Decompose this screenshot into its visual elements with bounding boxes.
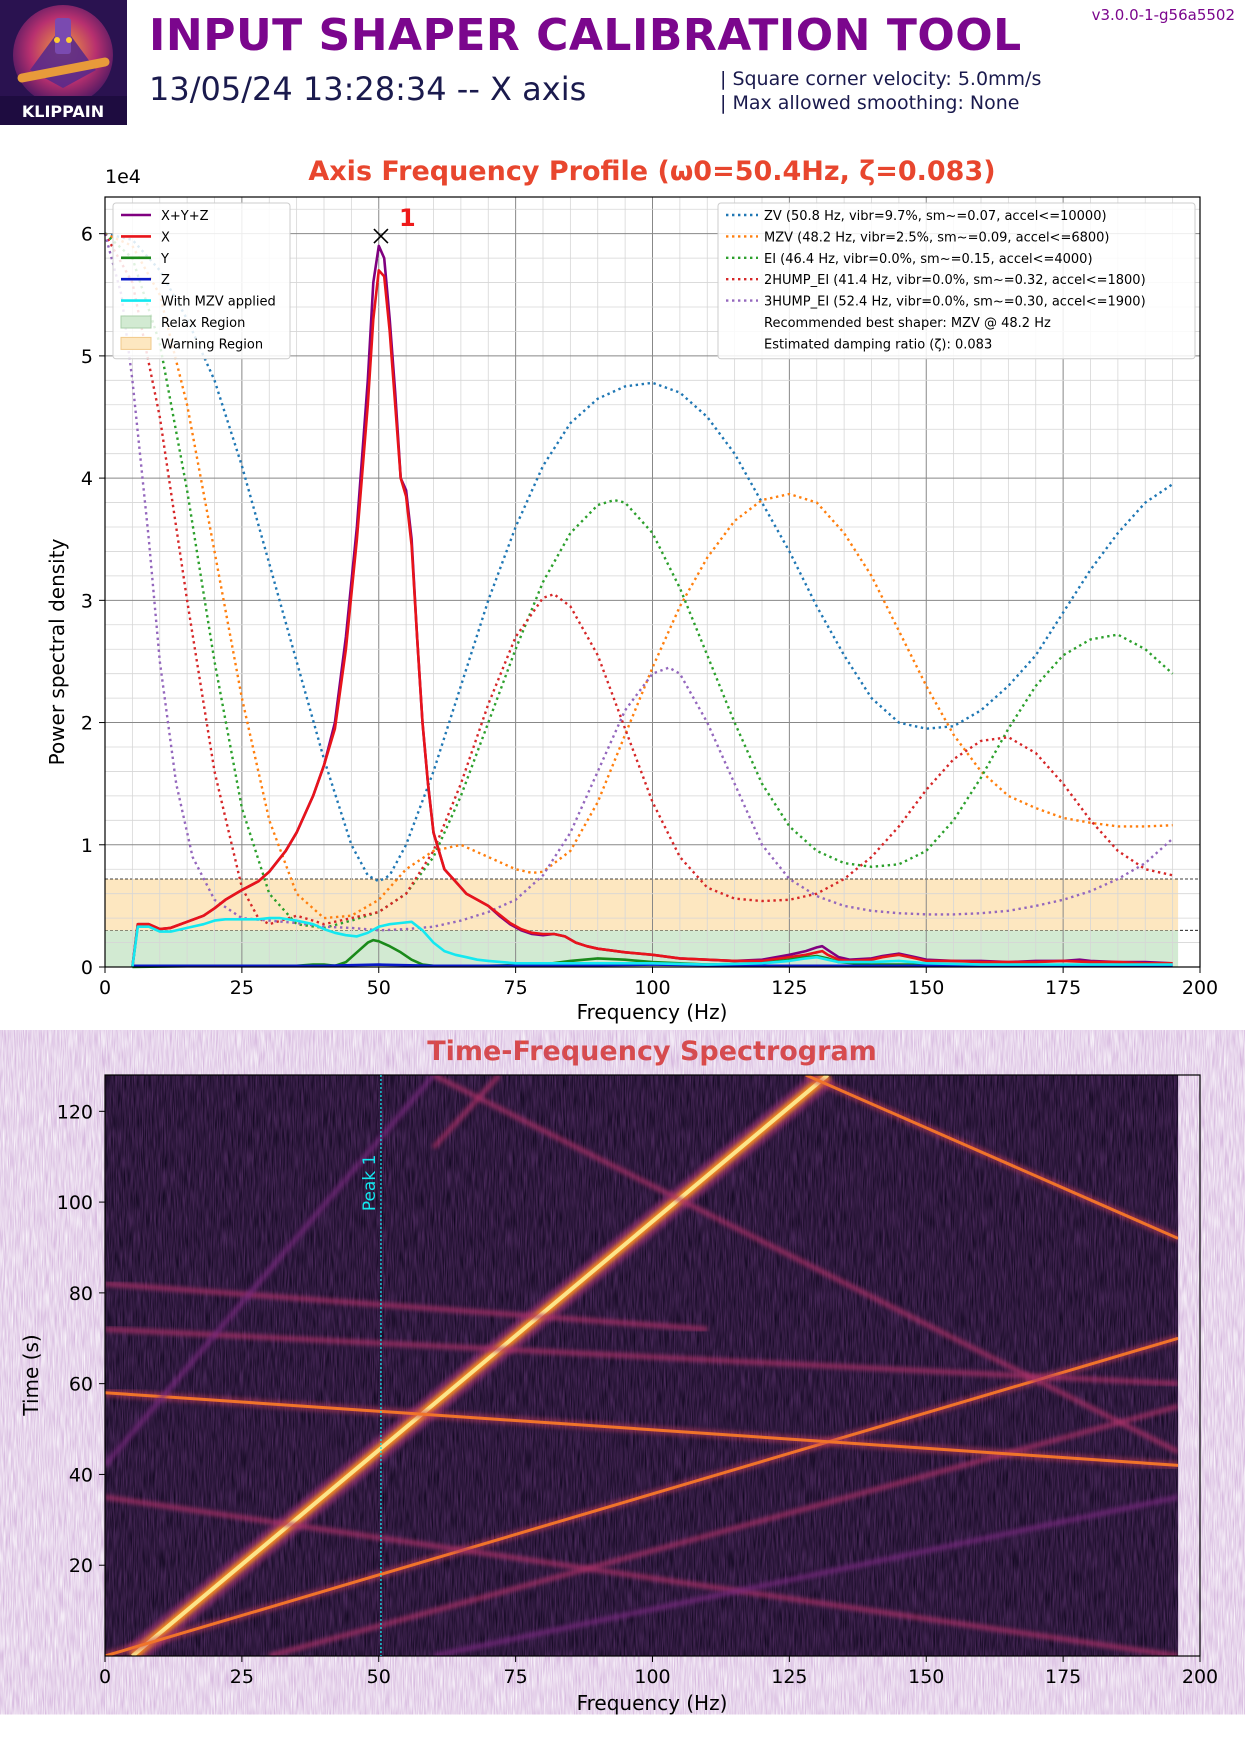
spectrogram-ridge	[131, 1075, 829, 1656]
page-subtitle: 13/05/24 13:28:34 -- X axis	[149, 70, 587, 108]
legend-label: Z	[161, 273, 170, 288]
y-tick-label: 40	[69, 1464, 93, 1486]
legend-label: Estimated damping ratio (ζ): 0.083	[764, 337, 992, 352]
legend-label: EI (46.4 Hz, vibr=0.0%, sm~=0.15, accel<…	[764, 252, 1093, 267]
legend-label: Relax Region	[161, 316, 245, 331]
series-2humpei-line	[103, 233, 1173, 926]
version-label: v3.0.0-1-g56a5502	[1091, 6, 1235, 24]
series-with-line	[131, 916, 1173, 968]
x-tick-label: 125	[771, 1666, 807, 1688]
series-zv-line	[104, 232, 1174, 883]
spectrogram-ridge	[105, 1281, 708, 1332]
peak-frequency-label: Peak 1	[360, 1155, 380, 1212]
y-tick-label: 2	[81, 713, 93, 735]
x-tick-label: 100	[634, 1666, 670, 1688]
spectrogram-chart: Time-Frequency Spectrogram 0 25 50 75 100 125…	[19, 1036, 1218, 1715]
series-x-line	[131, 269, 1173, 968]
y-tick-label: 80	[69, 1283, 93, 1305]
svg-text:KLIPPAIN: KLIPPAIN	[22, 102, 104, 121]
spectrogram-y-label: Time (s)	[19, 1334, 43, 1416]
legend-label: Recommended best shaper: MZV @ 48.2 Hz	[764, 316, 1051, 331]
x-tick-label: 25	[230, 1666, 254, 1688]
y-tick-label: 4	[81, 468, 93, 490]
legend-swatch	[120, 336, 152, 350]
x-tick-label: 150	[908, 1666, 944, 1688]
legend-label: Y	[160, 252, 169, 267]
legend-swatch	[120, 315, 152, 329]
y-tick-label: 120	[57, 1101, 93, 1123]
y-tick-label: 0	[81, 957, 93, 979]
legend-label: MZV (48.2 Hz, vibr=2.5%, sm~=0.09, accel…	[764, 230, 1110, 245]
legend-label: 3HUMP_EI (52.4 Hz, vibr=0.0%, sm~=0.30, …	[764, 295, 1146, 310]
legend-label: X+Y+Z	[161, 209, 209, 224]
page-title: INPUT SHAPER CALIBRATION TOOL	[149, 10, 1022, 61]
y-tick-label: 3	[81, 590, 93, 612]
x-tick-label: 75	[504, 1666, 528, 1688]
y-tick-label: 5	[81, 346, 93, 368]
y-tick-label: 1	[81, 835, 93, 857]
klippain-logo: KLIPPAIN	[0, 0, 127, 125]
spectrogram-ridge	[432, 1494, 1179, 1656]
peak-marker	[373, 228, 389, 244]
info-square-corner-velocity: | Square corner velocity: 5.0mm/s	[720, 68, 1042, 90]
x-tick-label: 50	[367, 977, 391, 999]
spectrogram-ridge	[105, 1336, 1179, 1656]
x-tick-label: 75	[504, 977, 528, 999]
spectrogram-title: Time-Frequency Spectrogram	[427, 1036, 877, 1067]
spectrogram-ridge	[105, 1326, 1179, 1387]
spectrogram-ridge	[105, 1391, 1179, 1467]
y-axis-label: Power spectral density	[45, 538, 69, 765]
chart-title: Axis Frequency Profile (ω0=50.4Hz, ζ=0.0…	[308, 156, 995, 187]
x-tick-label: 200	[1182, 1666, 1218, 1688]
warning-region	[105, 879, 1179, 931]
series-ei-line	[104, 232, 1174, 930]
y-tick-label: 60	[69, 1374, 93, 1396]
legend-label: 2HUMP_EI (41.4 Hz, vibr=0.0%, sm~=0.32, …	[764, 273, 1146, 288]
x-tick-label: 25	[230, 977, 254, 999]
x-tick-label: 50	[367, 1666, 391, 1688]
peak-label: 1	[399, 204, 416, 232]
spectrogram-ridge	[105, 1075, 436, 1467]
x-tick-label: 0	[99, 977, 111, 999]
legend-label: With MZV applied	[161, 295, 276, 310]
spectrogram-ridge	[805, 1075, 1179, 1240]
spectrogram-ridge	[432, 1075, 1179, 1454]
legend-label: Warning Region	[161, 337, 263, 352]
x-tick-label: 150	[908, 977, 944, 999]
spectrogram-ridge	[105, 1494, 1179, 1656]
x-tick-label: 100	[634, 977, 670, 999]
spectrogram-noise	[105, 1075, 1179, 1656]
x-tick-label: 175	[1045, 977, 1081, 999]
info-max-smoothing: | Max allowed smoothing: None	[720, 92, 1020, 114]
y-tick-label: 6	[81, 224, 93, 246]
y-tick-label: 100	[57, 1192, 93, 1214]
legend-box-right	[717, 202, 1196, 360]
x-tick-label: 200	[1182, 977, 1218, 999]
x-axis-label: Frequency (Hz)	[577, 1000, 728, 1024]
x-tick-label: 175	[1045, 1666, 1081, 1688]
spectrogram-x-label: Frequency (Hz)	[577, 1691, 728, 1715]
spectrogram-ridge	[431, 1075, 502, 1150]
y-scale-label: 1e4	[105, 166, 141, 188]
x-tick-label: 125	[771, 977, 807, 999]
legend-box-left	[112, 202, 291, 360]
spectrogram-ridge	[268, 1403, 1179, 1656]
legend-label: ZV (50.8 Hz, vibr=9.7%, sm~=0.07, accel<…	[764, 209, 1107, 224]
frequency-profile-chart: 0 25 50 75 100 125 150 175 200 0 1 2 3 4 5 6 Axis Frequ…	[45, 156, 1218, 1024]
x-tick-label: 0	[99, 1666, 111, 1688]
legend-label: X	[161, 230, 170, 245]
y-tick-label: 20	[69, 1555, 93, 1577]
